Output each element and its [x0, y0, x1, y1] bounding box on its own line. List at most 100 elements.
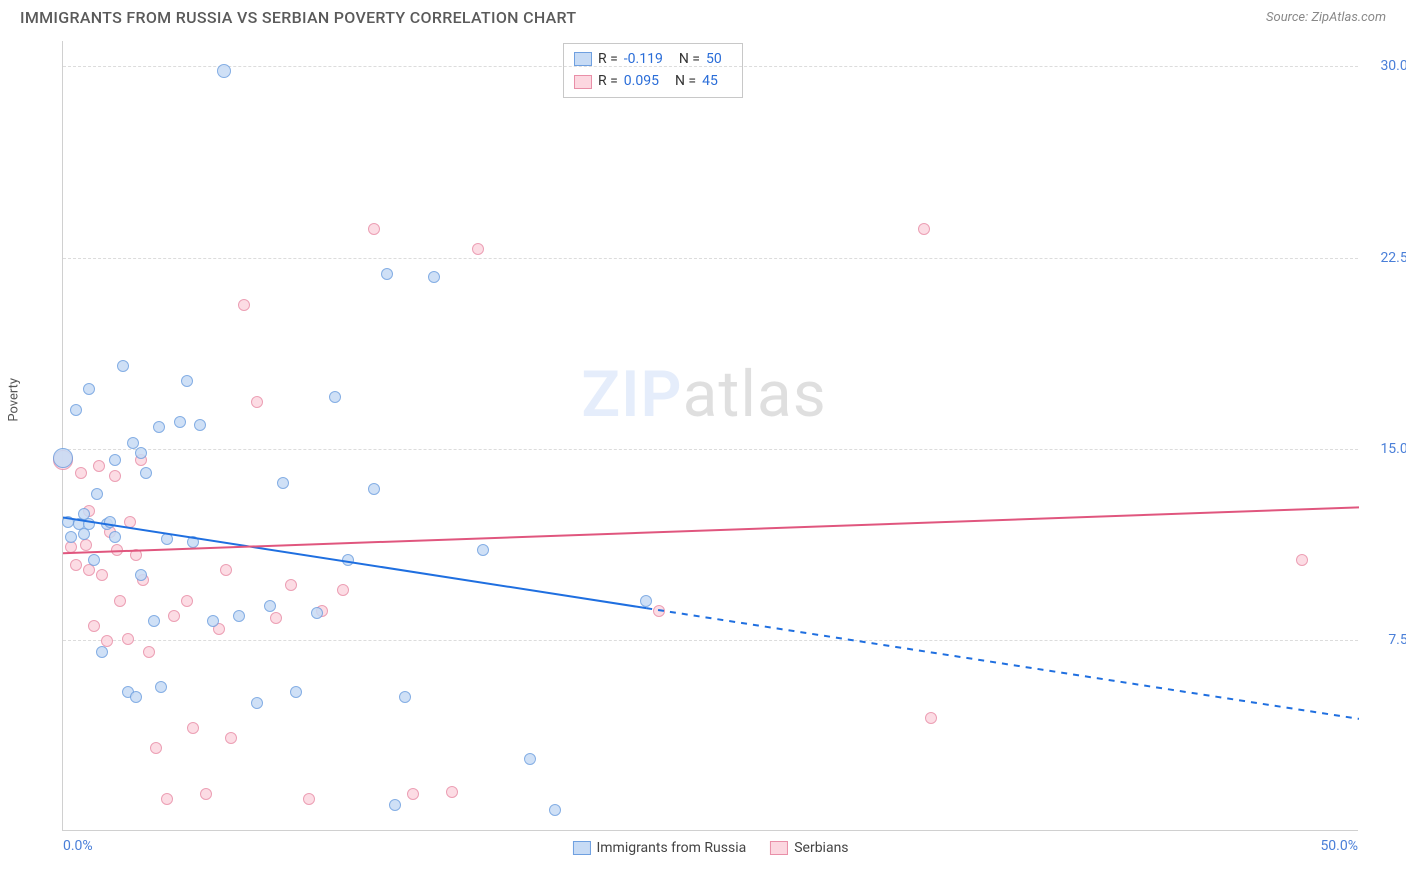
y-axis-label: Poverty: [7, 378, 22, 422]
data-point-russia: [194, 419, 206, 431]
y-tick-label: 30.0%: [1363, 58, 1406, 74]
data-point-russia: [640, 595, 652, 607]
source-prefix: Source:: [1266, 10, 1311, 25]
data-point-russia: [70, 404, 82, 416]
y-tick-label: 15.0%: [1363, 441, 1406, 457]
chart-source: Source: ZipAtlas.com: [1266, 10, 1386, 25]
data-point-russia: [109, 531, 121, 543]
data-point-serbians: [83, 564, 95, 576]
data-point-russia: [155, 681, 167, 693]
data-point-serbians: [368, 223, 380, 235]
data-point-serbians: [150, 742, 162, 754]
x-tick-label: 50.0%: [1320, 838, 1358, 854]
data-point-serbians: [1296, 554, 1308, 566]
data-point-russia: [53, 448, 73, 468]
data-point-russia: [549, 804, 561, 816]
y-tick-label: 7.5%: [1363, 632, 1406, 648]
data-point-serbians: [88, 620, 100, 632]
data-point-serbians: [75, 467, 87, 479]
legend-swatch: [770, 841, 788, 855]
watermark-zip: ZIP: [581, 357, 682, 432]
correlation-legend: R = -0.119N = 50R = 0.095N = 45: [563, 43, 743, 98]
data-point-serbians: [220, 564, 232, 576]
data-point-russia: [153, 421, 165, 433]
data-point-russia: [233, 610, 245, 622]
data-point-russia: [207, 615, 219, 627]
trend-line: [63, 41, 1359, 831]
data-point-serbians: [337, 584, 349, 596]
data-point-russia: [135, 569, 147, 581]
corr-n-value: 45: [702, 70, 718, 92]
data-point-russia: [140, 467, 152, 479]
trend-line: [63, 41, 1359, 831]
gridline: [63, 66, 1358, 67]
legend-label: Serbians: [794, 840, 848, 856]
y-tick-label: 22.5%: [1363, 250, 1406, 266]
data-point-serbians: [225, 732, 237, 744]
data-point-serbians: [925, 712, 937, 724]
data-point-russia: [88, 554, 100, 566]
data-point-russia: [104, 516, 116, 528]
data-point-russia: [83, 383, 95, 395]
data-point-russia: [135, 447, 147, 459]
legend-swatch: [572, 841, 590, 855]
data-point-serbians: [124, 516, 136, 528]
legend-item: Immigrants from Russia: [572, 840, 746, 856]
x-tick-label: 0.0%: [63, 838, 93, 854]
corr-n-label: N =: [675, 70, 696, 92]
data-point-serbians: [187, 722, 199, 734]
corr-r-value: 0.095: [624, 70, 659, 92]
corr-legend-row: R = 0.095 N = 45: [574, 70, 732, 92]
data-point-russia: [65, 531, 77, 543]
data-point-serbians: [96, 569, 108, 581]
data-point-serbians: [285, 579, 297, 591]
data-point-russia: [311, 607, 323, 619]
data-point-russia: [524, 753, 536, 765]
data-point-serbians: [80, 539, 92, 551]
data-point-serbians: [303, 793, 315, 805]
corr-r-label: R =: [598, 70, 618, 92]
data-point-russia: [277, 477, 289, 489]
data-point-russia: [109, 454, 121, 466]
data-point-russia: [130, 691, 142, 703]
data-point-serbians: [111, 544, 123, 556]
gridline: [63, 640, 1358, 641]
data-point-russia: [187, 536, 199, 548]
data-point-serbians: [70, 559, 82, 571]
data-point-serbians: [93, 460, 105, 472]
scatter-plot: ZIPatlas R = -0.119N = 50R = 0.095N = 45…: [62, 41, 1358, 831]
source-name: ZipAtlas.com: [1311, 10, 1386, 25]
watermark: ZIPatlas: [581, 357, 826, 432]
legend-swatch: [574, 52, 592, 66]
data-point-russia: [399, 691, 411, 703]
legend-swatch: [574, 75, 592, 89]
data-point-russia: [91, 488, 103, 500]
data-point-russia: [83, 518, 95, 530]
data-point-russia: [251, 697, 263, 709]
data-point-russia: [368, 483, 380, 495]
data-point-serbians: [65, 541, 77, 553]
gridline: [63, 258, 1358, 259]
data-point-russia: [381, 268, 393, 280]
data-point-russia: [148, 615, 160, 627]
data-point-russia: [161, 533, 173, 545]
data-point-russia: [389, 799, 401, 811]
data-point-russia: [117, 360, 129, 372]
data-point-serbians: [181, 595, 193, 607]
data-point-serbians: [918, 223, 930, 235]
data-point-russia: [342, 554, 354, 566]
data-point-serbians: [472, 243, 484, 255]
data-point-russia: [217, 64, 231, 78]
data-point-russia: [428, 271, 440, 283]
data-point-serbians: [200, 788, 212, 800]
data-point-serbians: [168, 610, 180, 622]
data-point-russia: [477, 544, 489, 556]
data-point-serbians: [653, 605, 665, 617]
data-point-russia: [96, 646, 108, 658]
legend-item: Serbians: [770, 840, 848, 856]
data-point-serbians: [130, 549, 142, 561]
data-point-serbians: [270, 612, 282, 624]
data-point-serbians: [122, 633, 134, 645]
legend-label: Immigrants from Russia: [596, 840, 746, 856]
gridline: [63, 449, 1358, 450]
